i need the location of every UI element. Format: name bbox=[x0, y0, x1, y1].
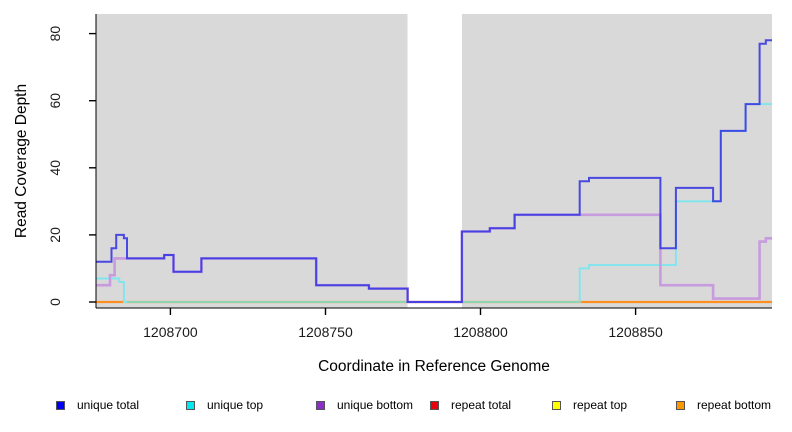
legend-item-repeat-top: repeat top bbox=[552, 398, 627, 412]
x-axis-title: Coordinate in Reference Genome bbox=[318, 358, 550, 375]
x-tick-label: 1208700 bbox=[143, 324, 198, 340]
legend-label: repeat total bbox=[451, 398, 512, 412]
legend-swatch-repeat-total bbox=[430, 400, 439, 410]
legend-swatch-unique-bottom bbox=[316, 400, 325, 410]
legend-label: repeat bottom bbox=[697, 398, 772, 412]
legend-label: unique top bbox=[207, 398, 264, 412]
legend-label: unique total bbox=[77, 398, 140, 412]
x-tick-label: 1208800 bbox=[453, 324, 508, 340]
legend-swatch-unique-top bbox=[186, 400, 195, 410]
legend-item-repeat-bottom: repeat bottom bbox=[676, 398, 771, 412]
y-tick-label: 0 bbox=[47, 298, 63, 306]
legend-swatch-repeat-top bbox=[552, 400, 561, 410]
legend-item-repeat-total: repeat total bbox=[430, 398, 511, 412]
x-tick-label: 1208750 bbox=[298, 324, 353, 340]
y-tick-label: 60 bbox=[47, 93, 63, 109]
legend-item-unique-bottom: unique bottom bbox=[316, 398, 413, 412]
legend-item-unique-top: unique top bbox=[186, 398, 263, 412]
series-unique-total bbox=[96, 39, 772, 303]
legend-label: unique bottom bbox=[337, 398, 414, 412]
no-data-band bbox=[407, 14, 462, 308]
legend-swatch-repeat-bottom bbox=[676, 400, 685, 410]
y-tick-label: 20 bbox=[47, 227, 63, 243]
coverage-plot: 1208700 1208750 1208800 1208850 0 20 40 60 80 Coo… bbox=[13, 14, 772, 375]
y-tick-label: 80 bbox=[47, 26, 63, 42]
x-tick-label: 1208850 bbox=[608, 324, 663, 340]
legend-item-unique-total: unique total bbox=[56, 398, 139, 412]
y-tick-label: 40 bbox=[47, 160, 63, 176]
y-axis-title: Read Coverage Depth bbox=[13, 84, 30, 238]
legend-swatch-unique-total bbox=[56, 400, 65, 410]
legend-label: repeat top bbox=[573, 398, 628, 412]
legend: unique total unique top unique bottom repea… bbox=[0, 398, 792, 422]
